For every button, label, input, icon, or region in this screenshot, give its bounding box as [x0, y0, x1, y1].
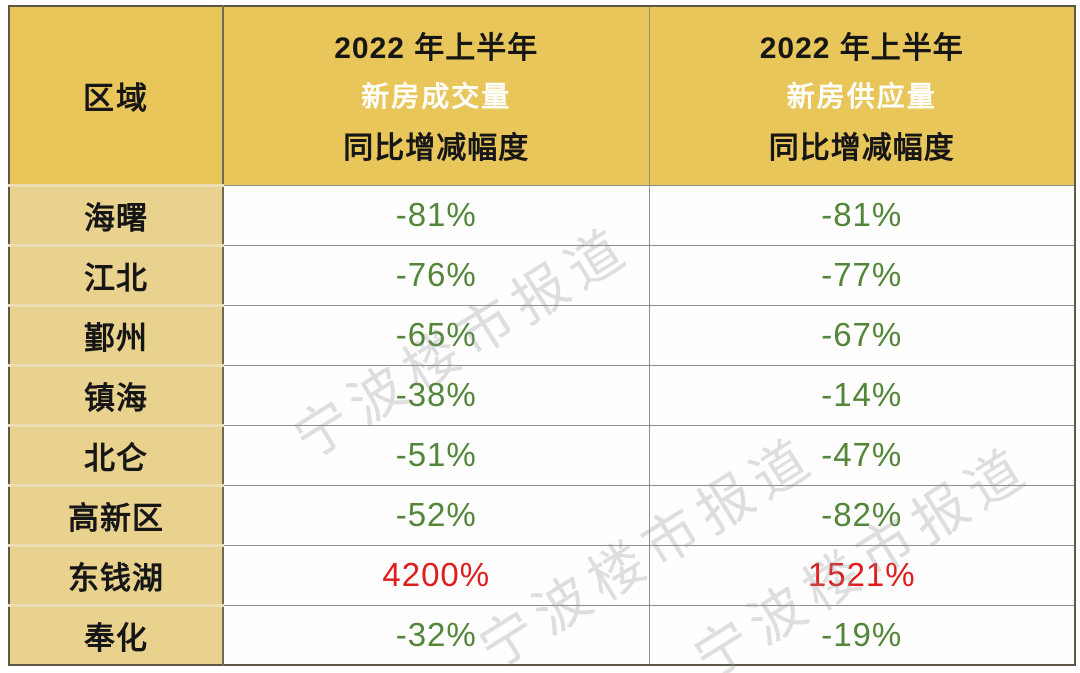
header-supply-metric: 新房供应量: [786, 80, 937, 112]
header-row: 区域 2022 年上半年 新房成交量 同比增减幅度 2022 年上半年 新房供应…: [8, 5, 1076, 187]
supply-value-cell: 1521%: [648, 544, 1076, 606]
header-supply-period: 2022 年上半年: [759, 32, 964, 65]
report-table: 区域 2022 年上半年 新房成交量 同比增减幅度 2022 年上半年 新房供应…: [8, 5, 1076, 666]
header-deal-metric: 新房成交量: [361, 80, 512, 112]
region-cell: 江北: [8, 243, 224, 306]
table-row: 镇海 -38% -14%: [8, 363, 1076, 426]
table-row: 海曙 -81% -81%: [8, 183, 1076, 246]
supply-value-cell: -14%: [648, 364, 1076, 426]
deal-value-cell: -76%: [222, 244, 650, 306]
supply-value-cell: -81%: [648, 184, 1076, 246]
header-supply-measure: 同比增减幅度: [768, 131, 955, 165]
table-row-highlight: 东钱湖 4200% 1521%: [8, 543, 1076, 606]
region-cell: 高新区: [8, 483, 224, 546]
deal-value-cell: -32%: [222, 604, 650, 666]
deal-value-cell: -65%: [222, 304, 650, 366]
deal-value-cell: -52%: [222, 484, 650, 546]
deal-value-cell: 4200%: [222, 544, 650, 606]
supply-value-cell: -77%: [648, 244, 1076, 306]
region-cell: 镇海: [8, 363, 224, 426]
supply-value-cell: -67%: [648, 304, 1076, 366]
supply-value-cell: -47%: [648, 424, 1076, 486]
region-cell: 北仑: [8, 423, 224, 486]
supply-value-cell: -82%: [648, 484, 1076, 546]
region-cell: 奉化: [8, 603, 224, 666]
deal-value-cell: -38%: [222, 364, 650, 426]
header-region: 区域: [8, 5, 224, 187]
header-deal-volume: 2022 年上半年 新房成交量 同比增减幅度: [222, 5, 650, 186]
header-deal-period: 2022 年上半年: [334, 32, 539, 65]
region-cell: 海曙: [8, 183, 224, 246]
table-row: 鄞州 -65% -67%: [8, 303, 1076, 366]
region-cell: 东钱湖: [8, 543, 224, 606]
region-cell: 鄞州: [8, 303, 224, 366]
table-row: 江北 -76% -77%: [8, 243, 1076, 306]
table-row: 奉化 -32% -19%: [8, 603, 1076, 666]
table-row: 北仑 -51% -47%: [8, 423, 1076, 486]
deal-value-cell: -51%: [222, 424, 650, 486]
table-row: 高新区 -52% -82%: [8, 483, 1076, 546]
header-supply-volume: 2022 年上半年 新房供应量 同比增减幅度: [648, 5, 1076, 186]
supply-value-cell: -19%: [648, 604, 1076, 666]
header-deal-measure: 同比增减幅度: [343, 131, 530, 165]
deal-value-cell: -81%: [222, 184, 650, 246]
